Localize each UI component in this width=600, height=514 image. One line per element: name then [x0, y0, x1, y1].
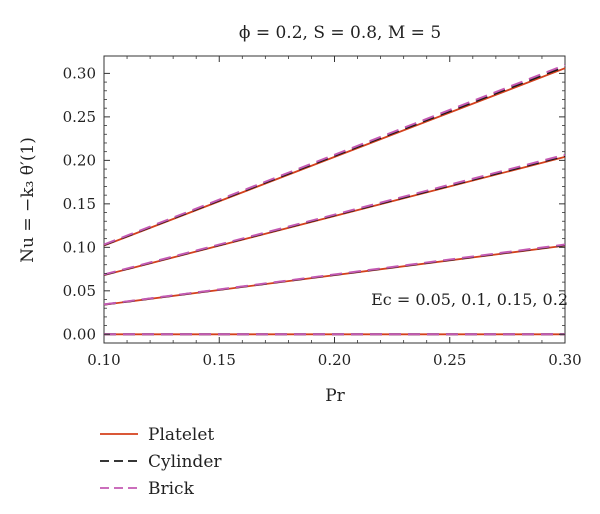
- chart-title: ϕ = 0.2, S = 0.8, M = 5: [239, 23, 441, 43]
- y-axis-title: Nu = −k₃ θ′(1): [18, 137, 38, 263]
- y-tick-label: 0.00: [63, 325, 96, 343]
- series-line-brick-ec-0_15: [103, 153, 566, 276]
- ec-annotation: Ec = 0.05, 0.1, 0.15, 0.2: [371, 290, 568, 309]
- x-tick-label: 0.25: [433, 351, 466, 369]
- x-axis-title: Pr: [325, 386, 345, 406]
- x-tick-label: 0.10: [87, 351, 120, 369]
- legend: Platelet Cylinder Brick: [100, 425, 222, 499]
- series-layer: [103, 64, 566, 336]
- legend-label-cylinder: Cylinder: [148, 452, 222, 472]
- series-line-platelet-ec-0_2: [103, 67, 566, 247]
- y-tick-label: 0.05: [63, 282, 96, 300]
- x-tick-label: 0.15: [203, 351, 236, 369]
- x-tick-label: 0.30: [548, 351, 581, 369]
- y-tick-label: 0.25: [63, 108, 96, 126]
- x-tick-label: 0.20: [318, 351, 351, 369]
- series-line-cylinder-ec-0_2: [103, 65, 566, 247]
- y-tick-label: 0.15: [63, 195, 96, 213]
- y-tick-label: 0.10: [63, 238, 96, 256]
- ticks-layer: 0.10 0.15 0.20 0.25 0.30 0.00 0.05 0.10 0.15 0.20…: [63, 56, 582, 369]
- legend-label-platelet: Platelet: [148, 425, 214, 445]
- series-line-brick-ec-0_2: [103, 64, 566, 246]
- series-line-brick-ec-0_1: [103, 243, 566, 306]
- legend-label-brick: Brick: [148, 479, 195, 499]
- y-tick-label: 0.20: [63, 151, 96, 169]
- y-tick-label: 0.30: [63, 64, 96, 82]
